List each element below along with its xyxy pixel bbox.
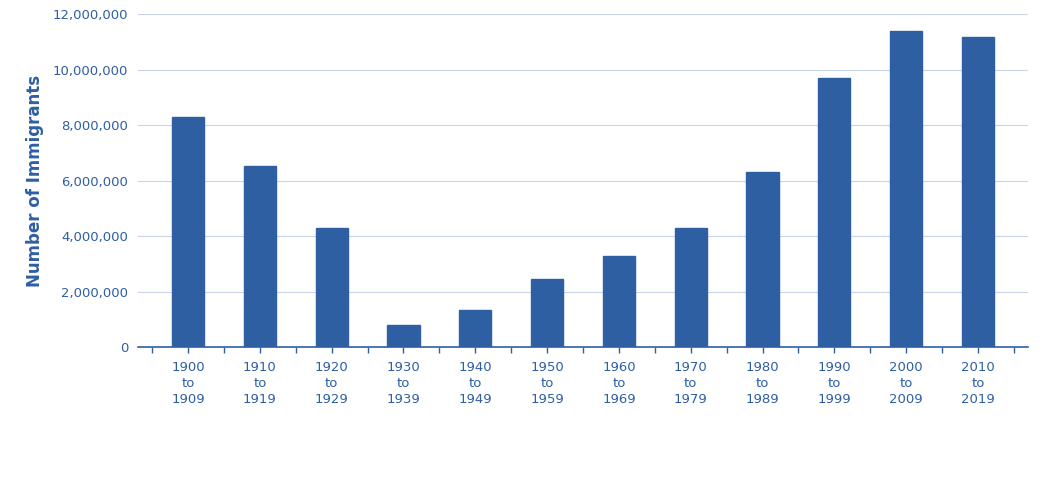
Y-axis label: Number of Immigrants: Number of Immigrants — [26, 75, 45, 287]
Bar — [531, 279, 563, 347]
Bar — [459, 309, 492, 347]
Bar — [603, 255, 635, 347]
Bar — [746, 173, 779, 347]
Bar — [316, 228, 348, 347]
Bar — [890, 31, 922, 347]
Bar — [244, 165, 276, 347]
Bar — [961, 37, 994, 347]
Bar — [172, 117, 205, 347]
Bar — [387, 325, 420, 347]
Bar — [674, 228, 707, 347]
Bar — [818, 78, 850, 347]
